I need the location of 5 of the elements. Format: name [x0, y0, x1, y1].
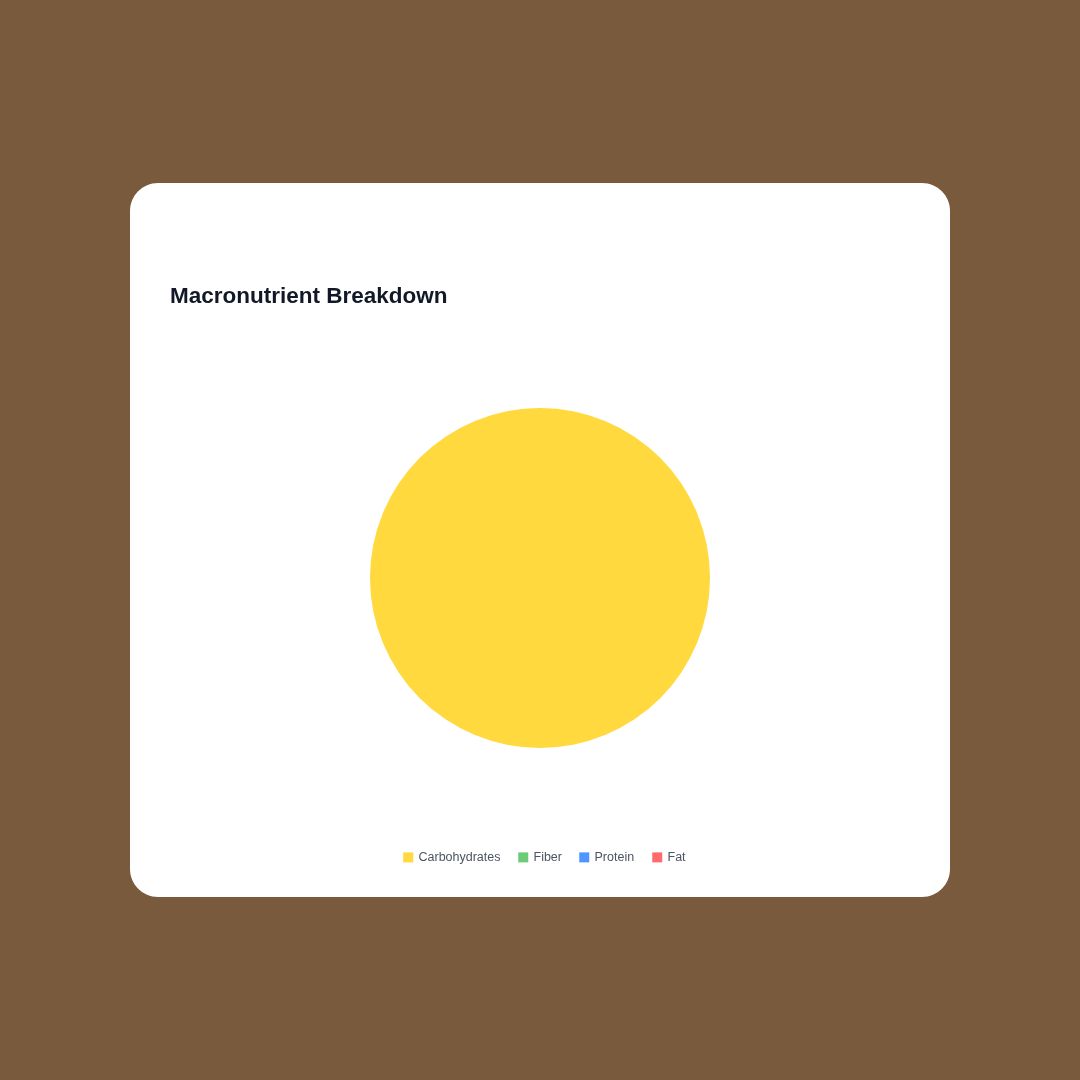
- legend-label: Fat: [667, 850, 687, 865]
- legend-label: Protein: [594, 850, 635, 865]
- legend-label: Fiber: [533, 850, 562, 865]
- chart-title: Macronutrient Breakdown: [170, 282, 448, 308]
- legend-label: Carbohydrates: [418, 850, 501, 865]
